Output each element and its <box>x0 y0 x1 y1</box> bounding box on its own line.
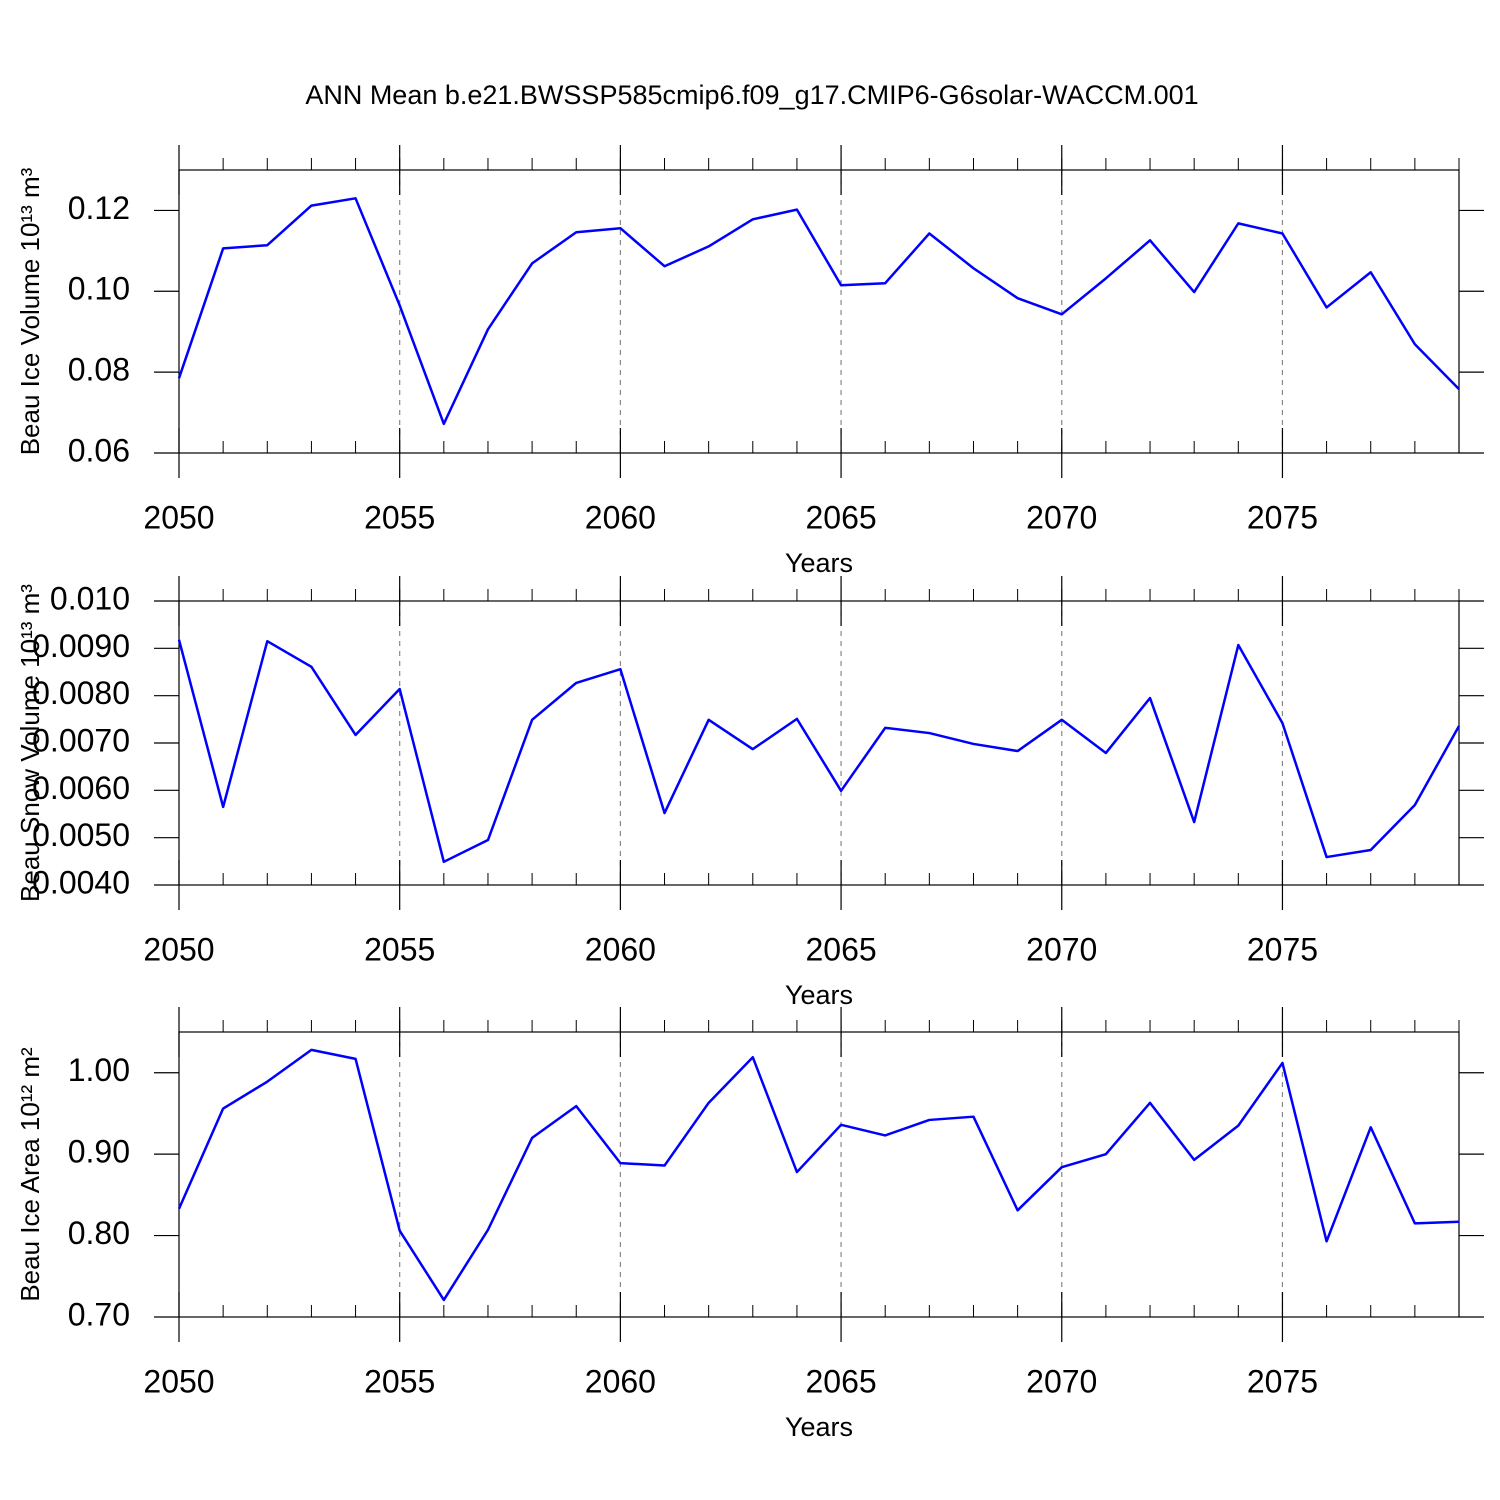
plot-frame <box>178 600 1460 886</box>
data-line <box>177 197 1460 426</box>
x-tick-label: 2075 <box>1247 499 1318 535</box>
x-tick-label: 2050 <box>143 499 214 535</box>
chart-title: ANN Mean b.e21.BWSSP585cmip6.f09_g17.CMI… <box>305 80 1198 110</box>
y-axis-label: Beau Ice Volume 10¹³ m³ <box>15 167 45 455</box>
x-tick-label: 2060 <box>585 931 656 967</box>
plot-frame <box>178 169 1460 454</box>
y-tick-label: 0.0080 <box>32 675 130 711</box>
y-tick-label: 0.0040 <box>32 864 130 900</box>
y-tick-label: 1.00 <box>68 1052 130 1088</box>
x-tick-label: 2065 <box>805 931 876 967</box>
x-tick-label: 2065 <box>805 499 876 535</box>
x-axis-label: Years <box>785 548 853 578</box>
x-tick-label: 2070 <box>1026 931 1097 967</box>
x-tick-label: 2055 <box>364 931 435 967</box>
y-tick-label: 0.70 <box>68 1296 130 1332</box>
plot-frame <box>178 1031 1460 1318</box>
y-tick-label: 0.0060 <box>32 770 130 806</box>
x-tick-label: 2070 <box>1026 499 1097 535</box>
x-tick-label: 2055 <box>364 499 435 535</box>
x-tick-label: 2060 <box>585 499 656 535</box>
x-axis-label: Years <box>785 980 853 1010</box>
data-line <box>177 639 1461 864</box>
x-tick-label: 2070 <box>1026 1363 1097 1399</box>
x-tick-label: 2060 <box>585 1363 656 1399</box>
data-line <box>177 1048 1460 1302</box>
y-tick-label: 0.90 <box>68 1134 130 1170</box>
y-tick-label: 0.06 <box>68 432 130 468</box>
x-tick-label: 2050 <box>143 931 214 967</box>
y-tick-label: 0.12 <box>68 190 130 226</box>
y-tick-label: 0.0070 <box>32 722 130 758</box>
y-tick-label: 0.0090 <box>32 628 130 664</box>
x-tick-label: 2050 <box>143 1363 214 1399</box>
y-tick-label: 0.10 <box>68 271 130 307</box>
y-tick-label: 0.80 <box>68 1215 130 1251</box>
x-tick-label: 2075 <box>1247 931 1318 967</box>
y-tick-label: 0.0050 <box>32 817 130 853</box>
y-tick-label: 0.08 <box>68 352 130 388</box>
y-tick-label: 0.010 <box>50 580 130 616</box>
y-axis-label: Beau Snow Volume 10¹³ m³ <box>15 584 45 902</box>
x-axis-label: Years <box>785 1412 853 1442</box>
x-tick-label: 2075 <box>1247 1363 1318 1399</box>
x-tick-label: 2055 <box>364 1363 435 1399</box>
x-tick-label: 2065 <box>805 1363 876 1399</box>
y-axis-label: Beau Ice Area 10¹² m² <box>15 1047 45 1302</box>
